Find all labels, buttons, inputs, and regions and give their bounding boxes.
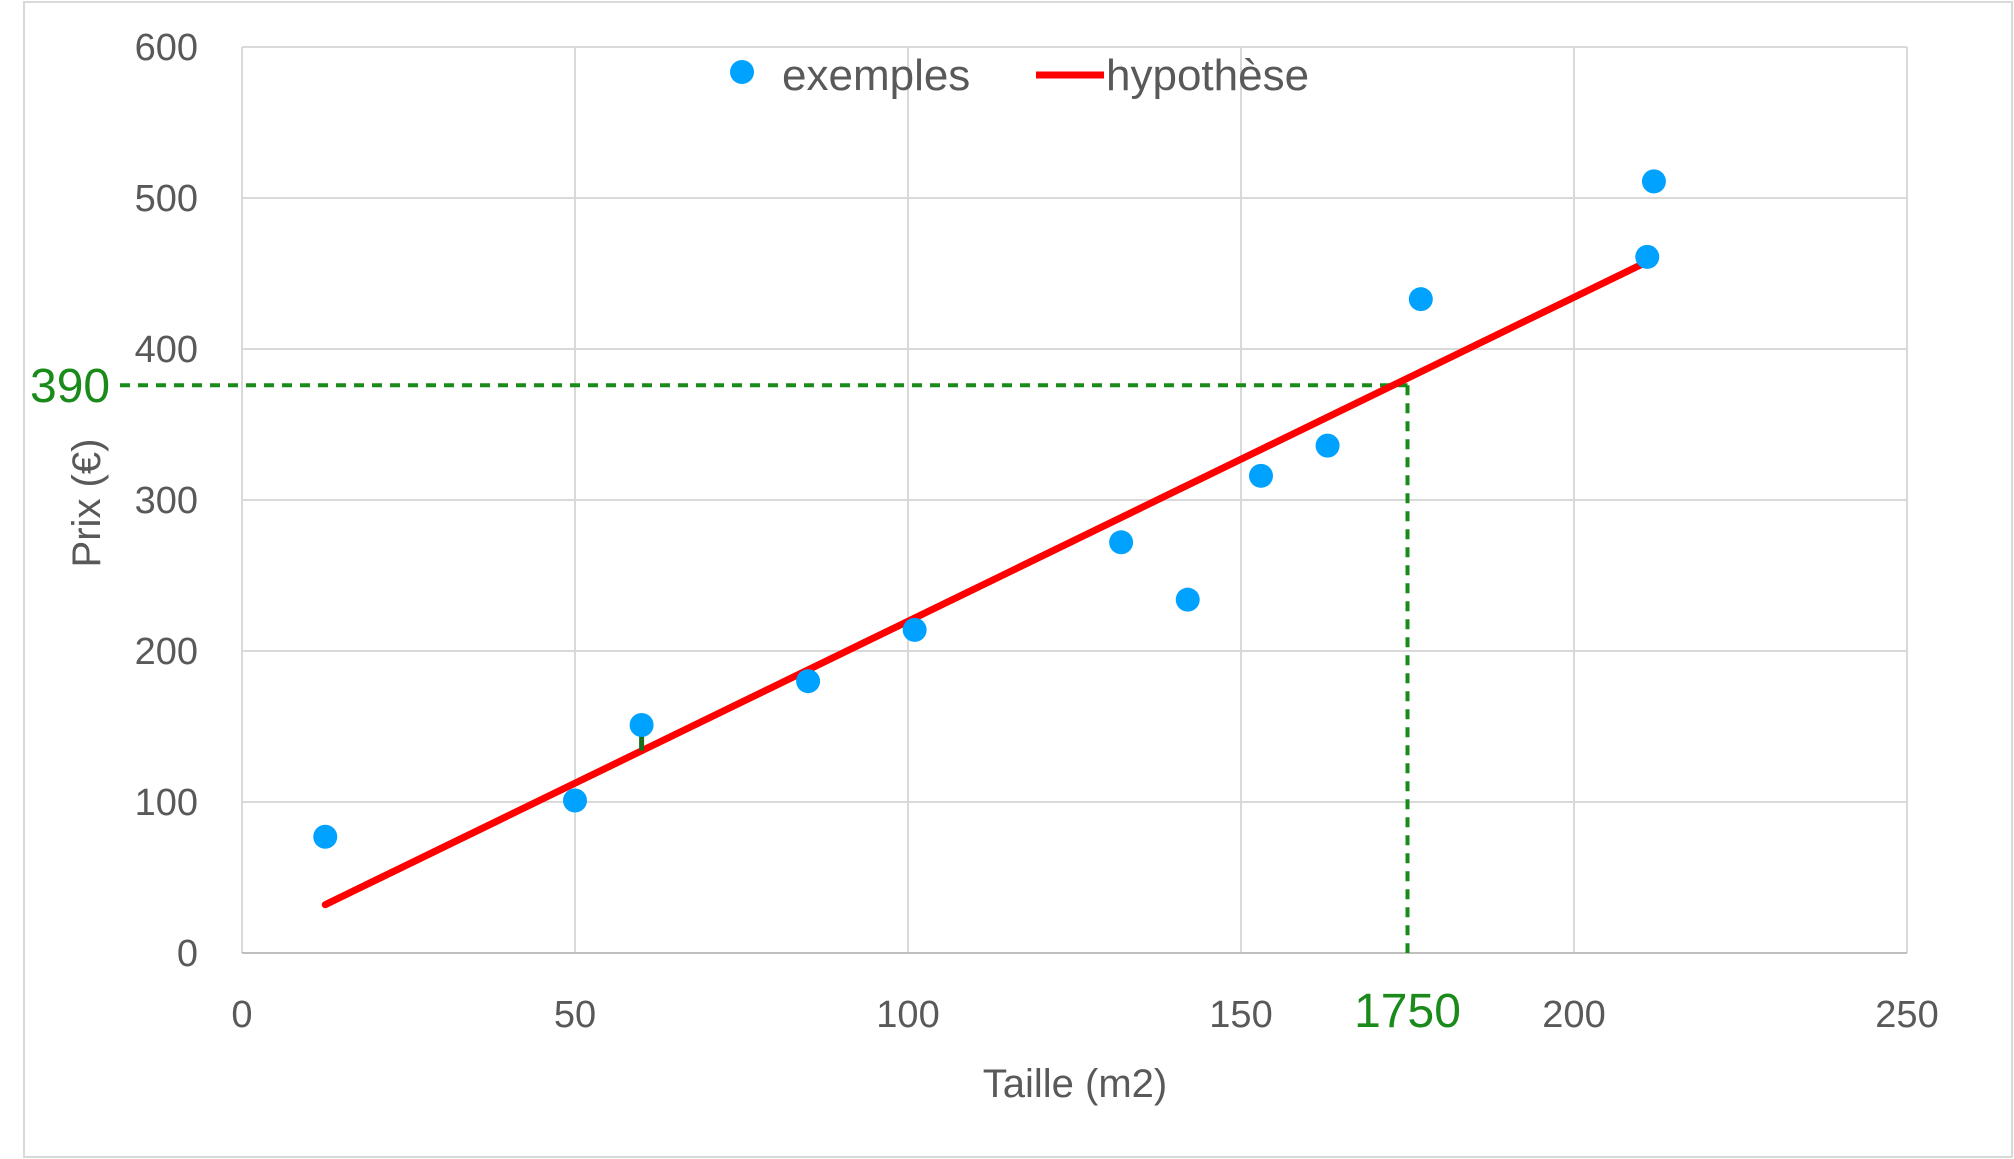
y-tick-label: 400 [135,329,198,371]
series [313,169,1666,909]
prediction-y-label: 390 [30,360,110,413]
y-tick-label: 500 [135,178,198,220]
hypothesis-line [321,254,1658,909]
x-tick-label: 150 [1209,994,1272,1036]
x-tick-label: 100 [876,994,939,1036]
chart-frame [23,1,2013,1158]
y-axis-title: Prix (€) [65,439,109,568]
y-tick-label: 600 [135,27,198,69]
x-tick-label: 50 [554,994,596,1036]
legend-label-exemples: exemples [782,51,970,100]
legend-marker-exemples [730,60,754,84]
data-point [1641,169,1666,194]
legend-label-hypothese: hypothèse [1106,51,1309,100]
data-point [1315,433,1340,458]
prediction-x-label: 1750 [1354,985,1461,1038]
y-tick-label: 100 [135,782,198,824]
y-tick-label: 200 [135,631,198,673]
data-point [796,669,821,694]
data-point [1408,287,1433,312]
y-tick-label: 0 [177,933,198,975]
data-point [629,712,654,737]
data-point [1175,587,1200,612]
data-point [313,824,338,849]
x-tick-label: 0 [231,994,252,1036]
grid [241,46,1908,954]
data-point [902,617,927,642]
data-point [1635,244,1660,269]
y-tick-label: 300 [135,480,198,522]
legend: exemples hypothèse [730,51,1309,100]
data-point [1248,463,1273,488]
x-axis-title: Taille (m2) [983,1062,1167,1106]
axes: 0 100 200 300 400 500 600 0 50 100 150 200 250 [135,27,1939,1036]
x-tick-label: 200 [1542,994,1605,1036]
prediction-annotation: 390 1750 [30,360,1461,1038]
data-point [1109,530,1134,555]
x-tick-label: 250 [1875,994,1938,1036]
data-point [563,788,587,813]
